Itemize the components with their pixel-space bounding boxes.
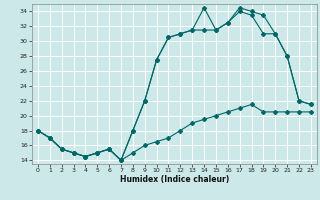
- X-axis label: Humidex (Indice chaleur): Humidex (Indice chaleur): [120, 175, 229, 184]
